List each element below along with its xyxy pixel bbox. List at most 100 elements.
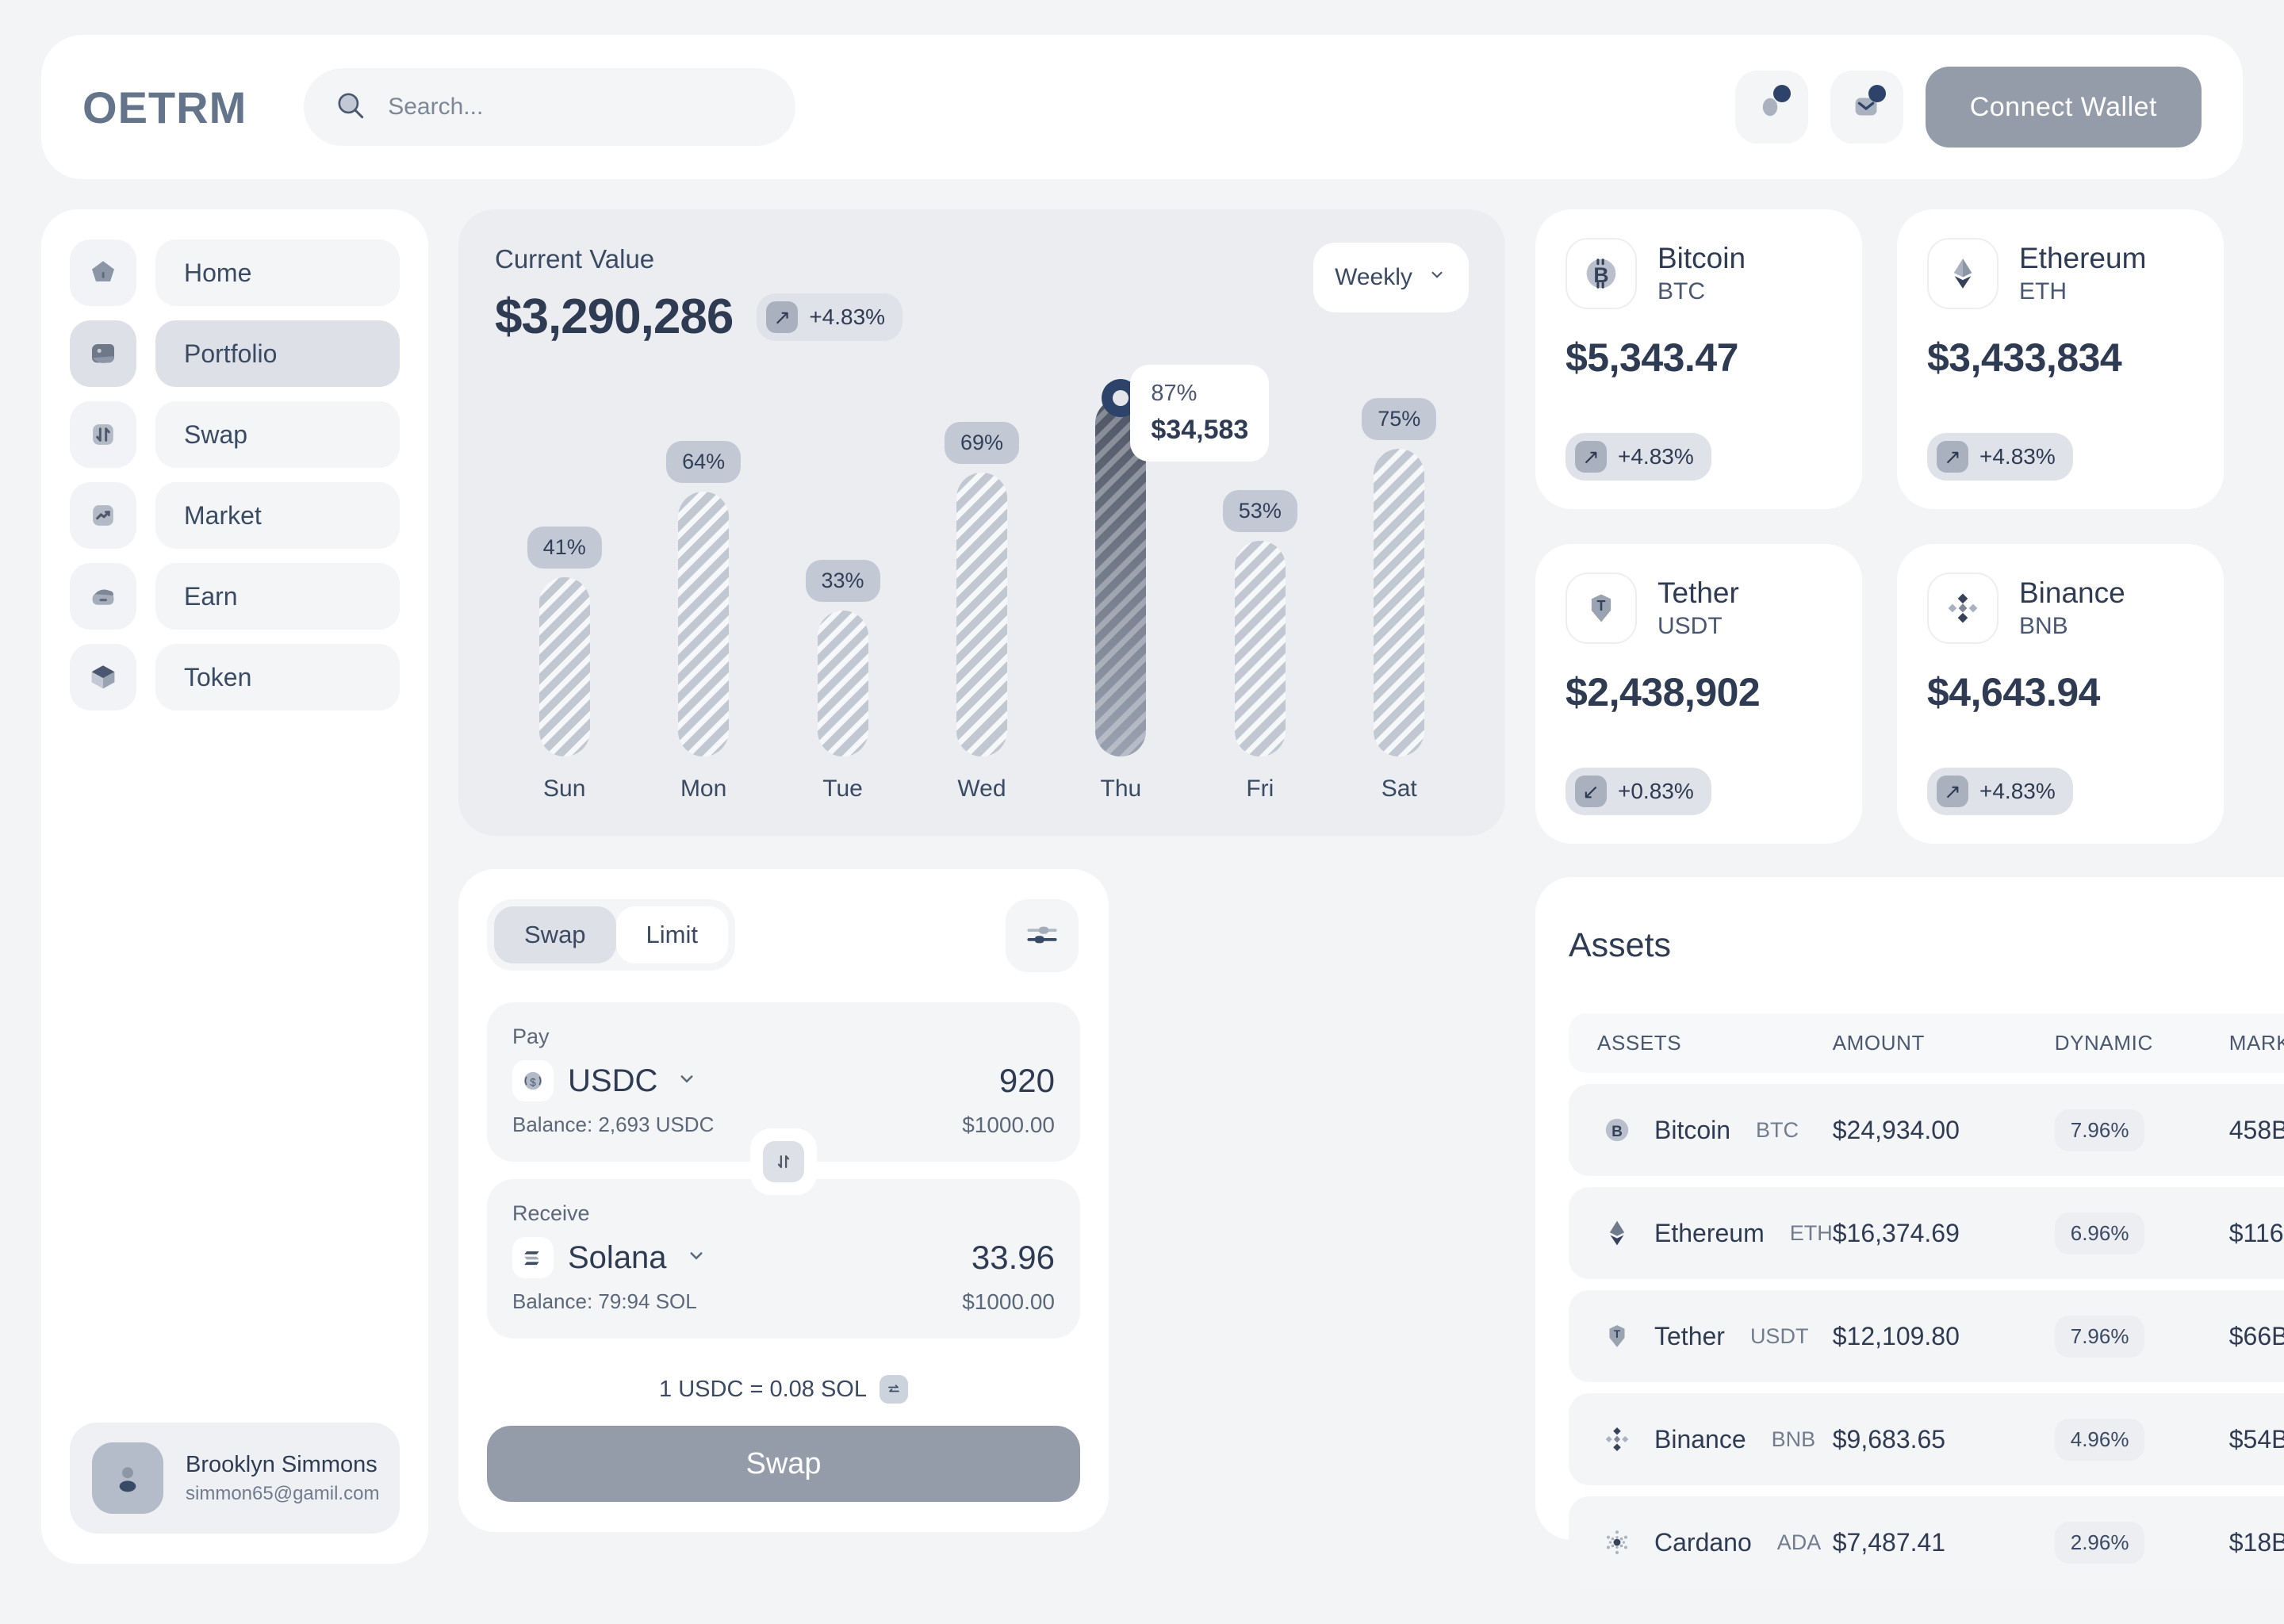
coin-card-tether[interactable]: T Tether USDT $2,438,902 ↙ +0.83% [1535, 544, 1862, 844]
swap-submit-button[interactable]: Swap [487, 1426, 1080, 1502]
tab-swap[interactable]: Swap [494, 906, 616, 963]
pay-main-row: $ USDC 920 [512, 1060, 1055, 1101]
coin-card-bitcoin[interactable]: B Bitcoin BTC $5,343.47 ↗ +4 [1535, 209, 1862, 509]
bar-sat[interactable]: 75% [1362, 398, 1437, 756]
tether-icon: T [1565, 573, 1637, 644]
pay-token-name[interactable]: USDC [568, 1063, 658, 1098]
bar-column[interactable]: 69% Wed [914, 376, 1049, 802]
assets-table: ASSETS AMOUNT DYNAMIC MARKET CAP CHART [1569, 1002, 2284, 1599]
svg-text:B: B [1593, 263, 1608, 287]
asset-amount: $7,487.41 [1832, 1527, 1946, 1557]
search-bar[interactable] [304, 68, 796, 146]
bar-fri[interactable]: 53% [1222, 490, 1297, 756]
table-row[interactable]: Binance BNB $9,683.65 4.96% $54B [1569, 1393, 2284, 1485]
bar-label-wed: Wed [957, 776, 1006, 802]
coin-name: Ethereum [2019, 242, 2147, 274]
table-row[interactable]: T Tether USDT $12,109.80 7.96% $66B [1569, 1290, 2284, 1382]
coin-change-badge: ↗ +4.83% [1927, 433, 2194, 481]
sidebar-item-home[interactable]: Home [70, 239, 400, 306]
receive-main-row: Solana 33.96 [512, 1237, 1055, 1278]
sidebar-item-portfolio[interactable]: Portfolio [70, 320, 400, 387]
swap-flip-button[interactable] [750, 1128, 817, 1195]
coin-card-binance[interactable]: Binance BNB $4,643.94 ↗ +4.83% [1897, 544, 2224, 844]
coin-name: Binance [2019, 576, 2125, 609]
sidebar-label-token: Token [155, 644, 400, 710]
swap-settings-button[interactable] [1006, 899, 1079, 972]
bar-label-fri: Fri [1246, 776, 1274, 802]
search-icon [334, 89, 367, 126]
table-row[interactable]: Cardano ADA $7,487.41 2.96% $18B [1569, 1496, 2284, 1588]
column-assets[interactable]: ASSETS [1569, 1013, 1833, 1073]
coin-symbol: ETH [2019, 278, 2067, 304]
tab-limit[interactable]: Limit [615, 906, 728, 963]
asset-market-cap: $66B [2228, 1321, 2284, 1350]
bar-thu[interactable]: 87% $34,583 [1095, 365, 1270, 756]
asset-symbol: ADA [1776, 1530, 1822, 1554]
bar-value-sun: 41% [527, 527, 602, 569]
sidebar-item-market[interactable]: Market [70, 482, 400, 549]
ethereum-icon [1927, 238, 1998, 309]
exchange-icon[interactable] [879, 1375, 908, 1404]
svg-text:B: B [1611, 1124, 1623, 1140]
current-value-change: +4.83% [809, 304, 886, 329]
arrow-up-right-icon: ↗ [1937, 776, 1968, 807]
bar-column[interactable]: 33% Tue [776, 376, 910, 802]
coin-cards-grid: B Bitcoin BTC $5,343.47 ↗ +4 [1535, 209, 2284, 844]
bar-sun[interactable]: 41% [527, 527, 602, 756]
pay-amount[interactable]: 920 [998, 1062, 1055, 1099]
bar-column[interactable]: 75% Sat [1332, 376, 1466, 802]
bar-tue[interactable]: 33% [805, 560, 880, 756]
table-row[interactable]: Ethereum ETH $16,374.69 6.96% $116B [1569, 1187, 2284, 1279]
receive-token-name[interactable]: Solana [568, 1239, 667, 1275]
wallet-icon [70, 320, 136, 387]
table-row[interactable]: B Bitcoin BTC $24,934.00 7.96% 458B [1569, 1084, 2284, 1176]
current-value-amount: $3,290,286 [495, 289, 734, 344]
coin-card-ethereum[interactable]: Ethereum ETH $3,433,834 ↗ +4.83% [1897, 209, 2224, 509]
connect-wallet-button[interactable]: Connect Wallet [1925, 67, 2202, 147]
coin-symbol: BNB [2019, 613, 2068, 639]
messages-button[interactable] [1830, 71, 1903, 144]
search-input[interactable] [388, 94, 738, 121]
bar-wed[interactable]: 69% [944, 422, 1019, 756]
bar-column[interactable]: 64% Mon [636, 376, 771, 802]
pay-sub-row: Balance: 2,693 USDC $1000.00 [512, 1113, 1055, 1138]
column-market-cap[interactable]: MARKET CAP [2228, 1013, 2284, 1073]
bar-mon[interactable]: 64% [666, 441, 742, 756]
coin-price: $5,343.47 [1565, 335, 1738, 380]
asset-market-cap: $54B [2228, 1424, 2284, 1454]
asset-dynamic: 4.96% [2054, 1418, 2145, 1461]
chart-range-dropdown[interactable]: Weekly [1313, 243, 1469, 312]
column-dynamic[interactable]: DYNAMIC [2054, 1013, 2229, 1073]
header-actions: Connect Wallet [1734, 67, 2202, 147]
arrow-up-right-icon: ↗ [1937, 441, 1968, 473]
solana-icon [512, 1237, 554, 1278]
sidebar-item-token[interactable]: Token [70, 644, 400, 710]
binance-icon [1597, 1419, 1637, 1459]
sidebar-item-earn[interactable]: Earn [70, 563, 400, 630]
column-amount[interactable]: AMOUNT [1832, 1013, 2055, 1073]
receive-amount[interactable]: 33.96 [971, 1239, 1055, 1276]
coin-card-header: Ethereum ETH [1927, 238, 2194, 309]
app-logo[interactable]: OETRM [82, 82, 247, 133]
bar-column[interactable]: 53% Fri [1193, 376, 1328, 802]
logo-mark: O [82, 82, 118, 132]
assets-card: Assets 1D 2W 1M [1535, 877, 2284, 1588]
logo-text: ETRM [117, 82, 247, 132]
chevron-down-icon[interactable] [684, 1243, 708, 1273]
notifications-button[interactable] [1734, 71, 1808, 144]
user-email: simmon65@gamil.com [186, 1482, 380, 1504]
sidebar-item-swap[interactable]: Swap [70, 401, 400, 468]
bar-column[interactable]: 87% $34,583 Thu [1053, 365, 1270, 802]
message-dot [1868, 85, 1886, 102]
asset-dynamic: 6.96% [2054, 1212, 2145, 1254]
bar-column[interactable]: 41% Sun [497, 376, 632, 802]
swap-vertical-icon [763, 1141, 804, 1182]
coin-card-header: Binance BNB [1927, 573, 2194, 644]
asset-market-cap: $18B [2228, 1527, 2284, 1557]
chevron-down-icon[interactable] [675, 1067, 699, 1096]
main-body: Home Portfolio [41, 209, 2284, 1588]
svg-text:T: T [1597, 598, 1606, 614]
trending-up-icon [70, 482, 136, 549]
asset-name: Ethereum [1654, 1218, 1765, 1247]
user-profile[interactable]: Brooklyn Simmons simmon65@gamil.com [70, 1423, 400, 1534]
